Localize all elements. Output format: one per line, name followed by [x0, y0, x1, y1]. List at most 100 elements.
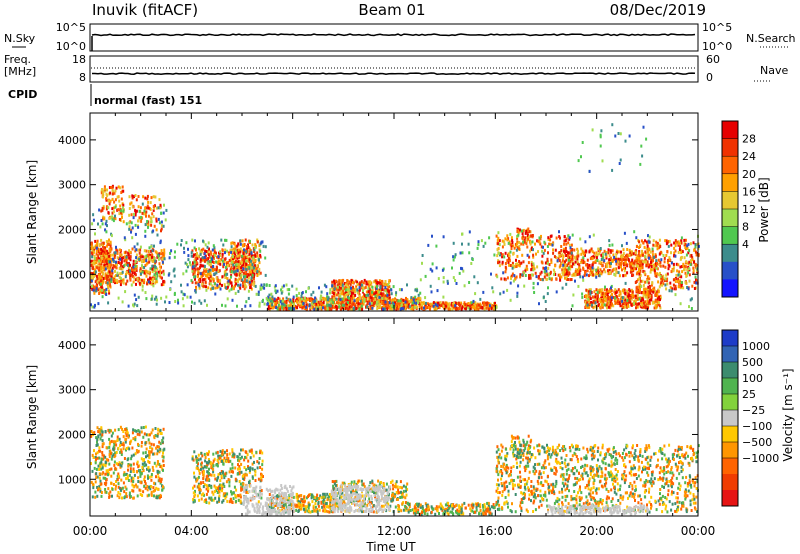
- scatter-cell: [111, 215, 114, 219]
- scatter-cell: [607, 300, 610, 304]
- scatter-cell: [658, 295, 661, 299]
- scatter-cell: [218, 269, 221, 273]
- scatter-cell: [123, 251, 126, 255]
- scatter-cell: [417, 293, 420, 297]
- scatter-cell: [442, 295, 445, 299]
- scatter-cell: [118, 275, 121, 279]
- scatter-cell: [517, 263, 520, 267]
- scatter-cell: [209, 263, 212, 267]
- scatter-cell: [388, 279, 391, 283]
- scatter-cell: [538, 236, 541, 240]
- scatter-cell: [490, 272, 492, 276]
- scatter-cell: [356, 301, 358, 305]
- scatter-cell: [411, 301, 414, 305]
- scatter-cell: [352, 287, 355, 291]
- scatter-cell: [122, 206, 124, 210]
- scatter-cell: [432, 301, 435, 305]
- scatter-cell: [529, 234, 532, 238]
- scatter-cell: [112, 219, 115, 223]
- scatter-cell: [488, 307, 490, 311]
- scatter-cell: [236, 262, 239, 266]
- scatter-cell: [429, 267, 432, 271]
- scatter-cell: [466, 304, 469, 308]
- scatter-cell: [131, 194, 134, 198]
- scatter-cell: [608, 258, 611, 262]
- scatter-cell: [114, 205, 117, 209]
- scatter-cell: [458, 271, 461, 275]
- scatter-cell: [601, 305, 604, 309]
- scatter-cell: [363, 297, 366, 301]
- scatter-cell: [636, 293, 639, 297]
- scatter-cell: [577, 249, 579, 253]
- scatter-cell: [692, 269, 695, 273]
- scatter-cell: [100, 251, 103, 255]
- scatter-cell: [509, 264, 512, 267]
- scatter-cell: [614, 301, 617, 305]
- scatter-cell: [217, 259, 220, 263]
- scatter-cell: [542, 266, 545, 270]
- scatter-cell: [296, 306, 299, 310]
- scatter-cell: [90, 244, 93, 248]
- scatter-cell: [640, 264, 643, 268]
- scatter-cell: [137, 195, 140, 198]
- scatter-cell: [286, 288, 289, 292]
- scatter-cell: [191, 269, 194, 273]
- scatter-cell: [102, 191, 105, 195]
- scatter-cell: [688, 260, 691, 264]
- scatter-cell: [688, 249, 691, 253]
- scatter-cell: [112, 264, 115, 268]
- scatter-cell: [236, 304, 238, 308]
- scatter-cell: [103, 187, 106, 191]
- scatter-cell: [227, 282, 230, 286]
- scatter-cell: [220, 258, 223, 262]
- scatter-cell: [122, 209, 125, 213]
- scatter-cell: [194, 281, 197, 285]
- scatter-cell: [565, 254, 568, 257]
- scatter-cell: [228, 264, 230, 268]
- scatter-cell: [528, 235, 531, 239]
- scatter-cell: [632, 252, 635, 256]
- scatter-cell: [622, 252, 625, 256]
- scatter-cell: [385, 283, 388, 287]
- scatter-cell: [621, 244, 623, 248]
- scatter-cell: [537, 250, 539, 254]
- scatter-cell: [651, 249, 654, 253]
- scatter-cell: [621, 299, 624, 303]
- scatter-cell: [376, 307, 379, 311]
- scatter-cell: [250, 282, 253, 286]
- scatter-cell: [576, 262, 579, 266]
- scatter-cell: [419, 278, 422, 282]
- scatter-cell: [381, 288, 384, 292]
- scatter-cell: [212, 265, 215, 268]
- scatter-cell: [149, 216, 152, 220]
- scatter-cell: [298, 291, 301, 295]
- scatter-cell: [266, 298, 269, 302]
- scatter-cell: [674, 249, 677, 253]
- scatter-cell: [135, 265, 138, 268]
- scatter-cell: [238, 253, 241, 257]
- scatter-cell: [387, 304, 390, 308]
- scatter-cell: [94, 239, 97, 243]
- scatter-cell: [346, 279, 349, 283]
- scatter-cell: [92, 213, 95, 217]
- scatter-cell: [568, 236, 571, 240]
- scatter-cell: [95, 249, 98, 253]
- scatter-cell: [388, 301, 391, 305]
- scatter-cell: [561, 259, 564, 263]
- scatter-cell: [271, 297, 274, 300]
- scatter-cell: [375, 298, 378, 302]
- scatter-cell: [610, 296, 613, 300]
- scatter-cell: [326, 307, 329, 311]
- scatter-cell: [372, 292, 375, 296]
- scatter-cell: [646, 243, 649, 247]
- scatter-cell: [610, 259, 613, 263]
- scatter-cell: [211, 284, 214, 288]
- scatter-cell: [657, 280, 660, 284]
- scatter-cell: [541, 254, 544, 258]
- scatter-cell: [690, 307, 693, 310]
- scatter-cell: [578, 272, 581, 276]
- scatter-cell: [681, 250, 684, 254]
- scatter-cell: [144, 196, 147, 200]
- scatter-cell: [100, 256, 103, 260]
